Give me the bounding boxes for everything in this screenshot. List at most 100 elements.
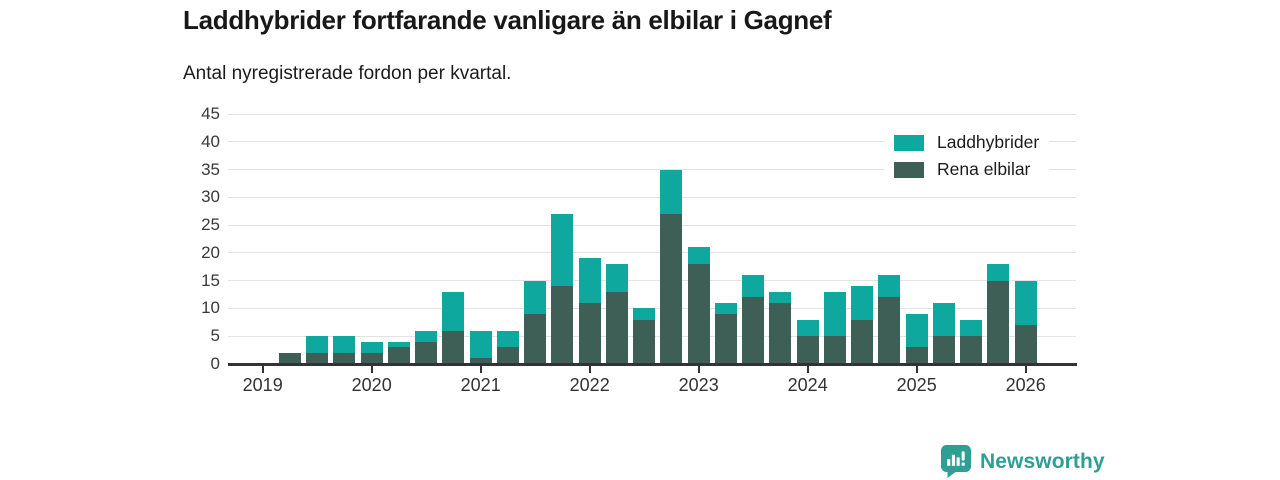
bar-rena-elbilar-2023q1	[687, 264, 710, 364]
bar-laddhybrider-2020q1	[360, 341, 383, 353]
y-tick-label-20: 20	[201, 242, 220, 262]
x-tick-2020	[370, 366, 373, 373]
bar-laddhybrider-2025q4	[987, 264, 1010, 281]
bar-rena-elbilar-2024q4	[878, 297, 901, 364]
x-tick-label-2023: 2023	[678, 375, 719, 395]
x-axis-line	[228, 363, 1077, 366]
x-tick-2022	[588, 366, 591, 373]
legend-label-rena-elbilar: Rena elbilar	[937, 159, 1031, 179]
bar-laddhybrider-2020q4	[442, 291, 465, 331]
bar-laddhybrider-2021q4	[551, 214, 574, 287]
bar-rena-elbilar-2025q3	[960, 336, 983, 364]
bar-rena-elbilar-2022q2	[605, 291, 628, 364]
bar-laddhybrider-2020q2	[387, 341, 410, 348]
gridline-25	[228, 224, 1076, 226]
bar-rena-elbilar-2023q4	[769, 302, 792, 364]
x-tick-label-2025: 2025	[896, 375, 937, 395]
newsworthy-logo-icon	[941, 445, 971, 478]
bar-rena-elbilar-2019q3	[306, 352, 329, 364]
bar-laddhybrider-2021q2	[496, 330, 519, 348]
bar-laddhybrider-2024q4	[878, 275, 901, 298]
y-tick-label-15: 15	[201, 270, 220, 290]
y-tick-label-25: 25	[201, 215, 220, 235]
bar-laddhybrider-2024q3	[851, 286, 874, 320]
bar-rena-elbilar-2024q3	[851, 319, 874, 364]
bar-laddhybrider-2021q1	[469, 330, 492, 359]
bar-laddhybrider-2022q3	[633, 308, 656, 320]
bar-laddhybrider-2024q2	[823, 291, 846, 337]
plot-area	[228, 113, 1076, 364]
bar-rena-elbilar-2020q1	[360, 352, 383, 364]
bar-laddhybrider-2025q1	[905, 314, 928, 348]
legend-swatch-rena-elbilar	[894, 161, 924, 178]
x-tick-2025	[915, 366, 918, 373]
bar-rena-elbilar-2024q2	[823, 336, 846, 364]
bar-rena-elbilar-2025q2	[932, 336, 955, 364]
x-tick-label-2022: 2022	[569, 375, 610, 395]
brand-footer: Newsworthy	[941, 445, 1105, 478]
bar-laddhybrider-2019q3	[306, 336, 329, 353]
legend-label-laddhybrider: Laddhybrider	[937, 132, 1040, 152]
bar-laddhybrider-2021q3	[524, 280, 547, 314]
legend-item-laddhybrider: Laddhybrider	[894, 129, 1039, 156]
bar-rena-elbilar-2023q2	[714, 314, 737, 364]
y-tick-label-10: 10	[201, 298, 220, 318]
bar-rena-elbilar-2019q4	[333, 352, 356, 364]
bar-rena-elbilar-2025q1	[905, 347, 928, 364]
legend: Laddhybrider Rena elbilar	[884, 126, 1050, 186]
bar-laddhybrider-2023q3	[742, 275, 765, 298]
gridline-30	[228, 196, 1076, 198]
bar-rena-elbilar-2025q4	[987, 280, 1010, 364]
legend-item-rena-elbilar: Rena elbilar	[894, 156, 1039, 183]
bar-rena-elbilar-2022q3	[633, 319, 656, 364]
bar-laddhybrider-2022q1	[578, 258, 601, 303]
x-tick-label-2019: 2019	[242, 375, 283, 395]
bar-rena-elbilar-2019q2	[278, 352, 301, 364]
x-tick-2021	[479, 366, 482, 373]
bar-laddhybrider-2019q4	[333, 336, 356, 353]
bar-laddhybrider-2025q3	[960, 319, 983, 337]
bar-laddhybrider-2025q2	[932, 302, 955, 337]
bar-laddhybrider-2026q1	[1014, 280, 1037, 326]
gridline-45	[228, 113, 1076, 115]
x-tick-2024	[806, 366, 809, 373]
x-tick-label-2026: 2026	[1005, 375, 1046, 395]
bar-laddhybrider-2020q3	[415, 330, 438, 342]
bar-rena-elbilar-2021q4	[551, 286, 574, 364]
bar-rena-elbilar-2021q1	[469, 358, 492, 364]
bar-laddhybrider-2022q2	[605, 264, 628, 292]
y-tick-label-0: 0	[210, 354, 220, 373]
x-tick-2026	[1024, 366, 1027, 373]
bar-rena-elbilar-2021q3	[524, 314, 547, 364]
bar-rena-elbilar-2020q4	[442, 330, 465, 364]
chart-subtitle: Antal nyregistrerade fordon per kvartal.	[183, 63, 512, 84]
bar-rena-elbilar-2024q1	[796, 336, 819, 364]
gridline-40	[228, 141, 1076, 143]
bar-rena-elbilar-2021q2	[496, 347, 519, 364]
bar-laddhybrider-2023q2	[714, 302, 737, 314]
chart-title: Laddhybrider fortfarande vanligare än el…	[183, 5, 832, 35]
x-tick-2019	[261, 366, 264, 373]
y-tick-label-45: 45	[201, 104, 220, 123]
bar-laddhybrider-2023q1	[687, 247, 710, 264]
gridline-35	[228, 169, 1076, 171]
bar-laddhybrider-2024q1	[796, 319, 819, 337]
y-tick-label-35: 35	[201, 159, 220, 179]
x-tick-2023	[697, 366, 700, 373]
y-tick-label-30: 30	[201, 187, 220, 207]
bar-rena-elbilar-2022q4	[660, 214, 683, 364]
x-tick-label-2021: 2021	[460, 375, 501, 395]
bar-rena-elbilar-2020q2	[387, 347, 410, 364]
bar-laddhybrider-2023q4	[769, 291, 792, 303]
legend-swatch-laddhybrider	[894, 134, 924, 151]
gridline-20	[228, 252, 1076, 254]
y-tick-label-40: 40	[201, 131, 220, 151]
bar-rena-elbilar-2022q1	[578, 302, 601, 364]
bar-rena-elbilar-2026q1	[1014, 325, 1037, 364]
x-tick-label-2020: 2020	[351, 375, 392, 395]
gridline-15	[228, 280, 1076, 282]
bar-laddhybrider-2022q4	[660, 169, 683, 214]
x-tick-label-2024: 2024	[787, 375, 828, 395]
brand-name: Newsworthy	[980, 449, 1105, 473]
